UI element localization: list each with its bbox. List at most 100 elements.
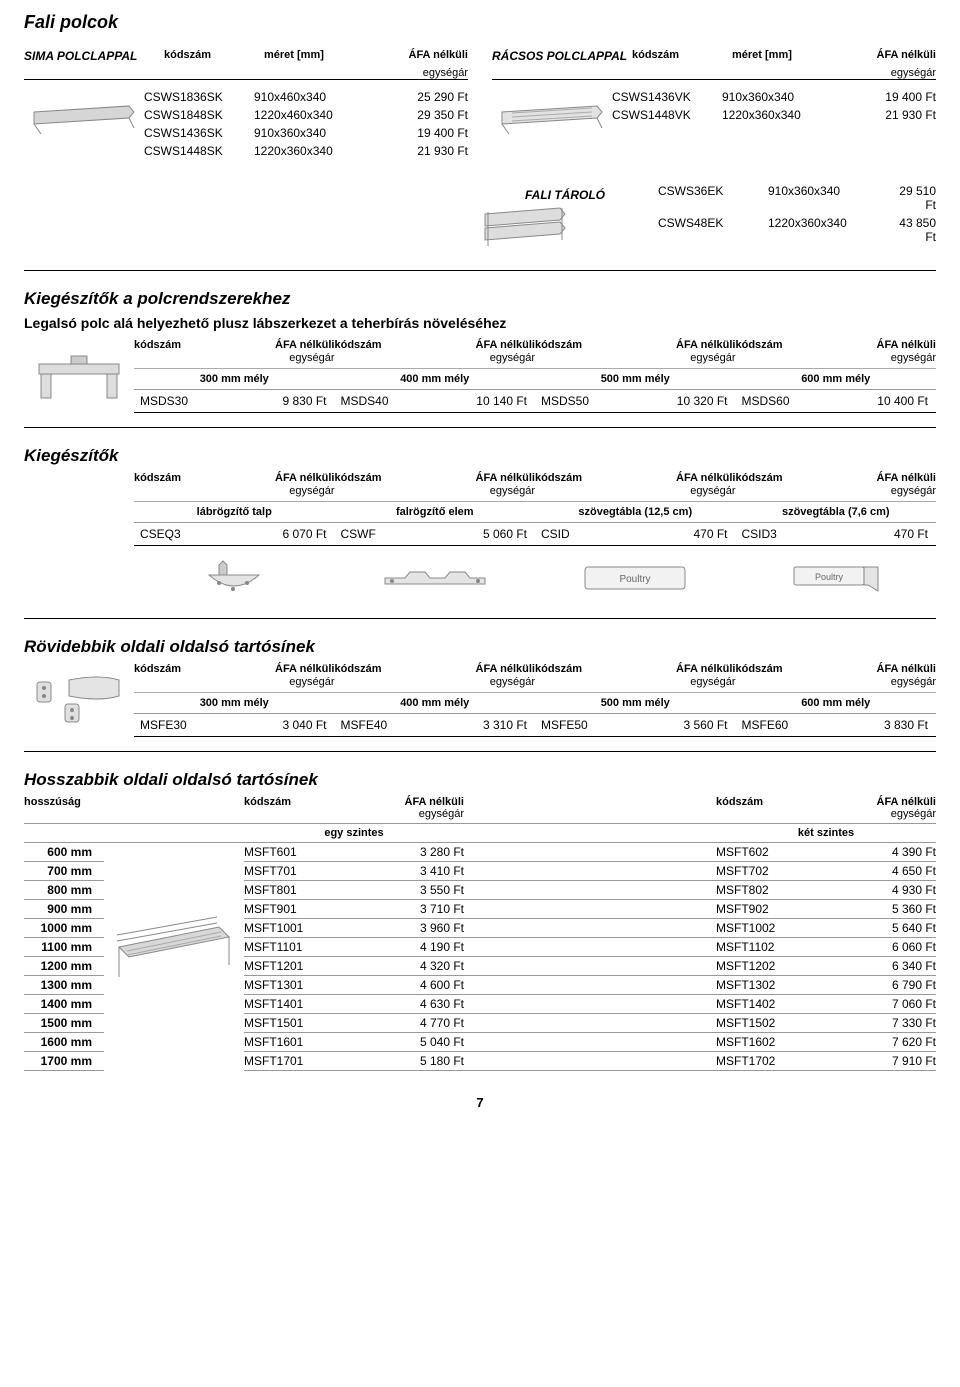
sima-shelf-icon [24, 88, 144, 148]
th-afa: ÁFA nélküli [435, 339, 535, 351]
rovid-table: kódszámÁFA nélküli egységár 300 mm mély … [24, 663, 936, 737]
cell-kod: MSFE60 [736, 718, 835, 732]
svg-text:Poultry: Poultry [620, 574, 651, 585]
cell-price: 3 830 Ft [835, 718, 936, 732]
group-col: kódszámÁFA nélküli egységár lábrögzítő t… [134, 472, 335, 546]
cell-kod: CSWS1836SK [144, 90, 254, 104]
cell-kod: MSFT1701 [244, 1054, 344, 1068]
group-col: kódszámÁFA nélküli egységár 300 mm mély … [134, 339, 335, 413]
cell-kod: MSFT1101 [244, 940, 344, 954]
th-kod: kódszám [535, 472, 635, 484]
table-row: MSFT7013 410 FtMSFT7024 650 Ft [244, 862, 936, 881]
th-hossz-afa2: ÁFA nélküli [816, 796, 936, 808]
cat-label: lábrögzítő talp [134, 502, 335, 523]
fali-polcok-top: SIMA POLCLAPPAL kódszám méret [mm] ÁFA n… [24, 47, 936, 160]
table-row: MSFE403 310 Ft [335, 714, 536, 737]
group-col: kódszámÁFA nélküli egységár 500 mm mély … [535, 663, 736, 737]
cell-kod: MSFT1201 [244, 959, 344, 973]
cell-price: 5 360 Ft [816, 902, 936, 916]
table-row: CSID3470 Ft [736, 523, 937, 546]
cell-kod: MSFT902 [716, 902, 816, 916]
cell-price: 19 400 Ft [842, 90, 936, 104]
cell-price: 6 070 Ft [233, 527, 334, 541]
sima-label: SIMA POLCLAPPAL [24, 49, 164, 63]
cell-price: 4 650 Ft [816, 864, 936, 878]
cell-price: 4 600 Ft [344, 978, 464, 992]
th-afa: ÁFA nélküli [234, 339, 334, 351]
hossz-title: Hosszabbik oldali oldalsó tartósínek [24, 770, 936, 790]
group-col: kódszámÁFA nélküli egységár 600 mm mély … [736, 663, 937, 737]
table-row: MSFT6013 280 FtMSFT6024 390 Ft [244, 843, 936, 862]
cell-kod: MSDS60 [736, 394, 835, 408]
cell-price: 3 560 Ft [634, 718, 735, 732]
hossz-cat-ket: két szintes [716, 827, 936, 839]
table-row: 600 mm [24, 843, 104, 862]
cell-kod: MSFE40 [335, 718, 434, 732]
cell-price: 5 640 Ft [816, 921, 936, 935]
table-row: MSFT14014 630 FtMSFT14027 060 Ft [244, 995, 936, 1014]
th-egysegar: egységár [836, 676, 936, 688]
th-hossz: hosszúság [24, 796, 164, 808]
cell-price: 3 310 Ft [434, 718, 535, 732]
table-row: 1200 mm [24, 957, 104, 976]
th-afa: ÁFA nélküli [836, 472, 936, 484]
table-row: 1300 mm [24, 976, 104, 995]
cell-len: 1100 mm [24, 940, 104, 954]
cell-kod: MSFT1402 [716, 997, 816, 1011]
cell-price: 7 060 Ft [816, 997, 936, 1011]
th-afa2: ÁFA nélküli [842, 49, 936, 63]
kieg-polc-table: kódszámÁFA nélküli egységár 300 mm mély … [24, 339, 936, 413]
table-row: CSID470 Ft [535, 523, 736, 546]
cell-kod: MSDS50 [535, 394, 634, 408]
cell-meret: 1220x460x340 [254, 108, 374, 122]
cat-label: 600 mm mély [736, 693, 937, 714]
cell-price: 4 630 Ft [344, 997, 464, 1011]
cell-len: 1500 mm [24, 1016, 104, 1030]
cell-price: 4 770 Ft [344, 1016, 464, 1030]
cell-kod: MSDS40 [335, 394, 434, 408]
th-kod: kódszám [736, 472, 836, 484]
table-row: CSWS1448VK1220x360x34021 930 Ft [612, 106, 936, 124]
th-kod: kódszám [535, 339, 635, 351]
th-egysegar: egységár [234, 676, 334, 688]
cell-price: 3 040 Ft [233, 718, 334, 732]
cat-label: 300 mm mély [134, 693, 335, 714]
page-title: Fali polcok [24, 12, 936, 33]
kieg-polc-title: Kiegészítők a polcrendszerekhez [24, 289, 936, 309]
cell-kod: MSFT1601 [244, 1035, 344, 1049]
cell-kod: MSFE50 [535, 718, 634, 732]
table-row: MSFT9013 710 FtMSFT9025 360 Ft [244, 900, 936, 919]
cell-price: 4 390 Ft [816, 845, 936, 859]
kieg-table: kódszámÁFA nélküli egységár lábrögzítő t… [24, 472, 936, 546]
cell-meret: 910x360x340 [722, 90, 842, 104]
th-kod: kódszám [134, 663, 234, 675]
cell-kod: MSFT1301 [244, 978, 344, 992]
cell-len: 1000 mm [24, 921, 104, 935]
tarolo-icon [480, 202, 570, 252]
th-egysegar2: egységár [842, 67, 936, 79]
cell-price: 6 060 Ft [816, 940, 936, 954]
table-row: CSWS48EK1220x360x34043 850 Ft [658, 214, 936, 246]
cell-kod: MSFT1102 [716, 940, 816, 954]
svg-text:Poultry: Poultry [815, 572, 844, 582]
table-row: CSWS1836SK910x460x34025 290 Ft [144, 88, 468, 106]
cell-price: 470 Ft [835, 527, 936, 541]
table-row: CSWS1436SK910x360x34019 400 Ft [144, 124, 468, 142]
th-afa: ÁFA nélküli [635, 472, 735, 484]
page-number: 7 [24, 1095, 936, 1110]
cell-kod: MSFE30 [134, 718, 233, 732]
table-row: 700 mm [24, 862, 104, 881]
cell-len: 1400 mm [24, 997, 104, 1011]
cell-price: 25 290 Ft [374, 90, 468, 104]
th-egysegar: egységár [234, 352, 334, 364]
cell-kod: CSWS1448VK [612, 108, 722, 122]
cell-price: 10 140 Ft [434, 394, 535, 408]
cell-kod: CSWS36EK [658, 184, 768, 212]
cat-label: 400 mm mély [335, 369, 536, 390]
cell-kod: MSFT1501 [244, 1016, 344, 1030]
cat-label: 500 mm mély [535, 693, 736, 714]
cell-price: 7 330 Ft [816, 1016, 936, 1030]
cell-kod: MSFT601 [244, 845, 344, 859]
cell-kod: MSFT701 [244, 864, 344, 878]
th-kod: kódszám [535, 663, 635, 675]
